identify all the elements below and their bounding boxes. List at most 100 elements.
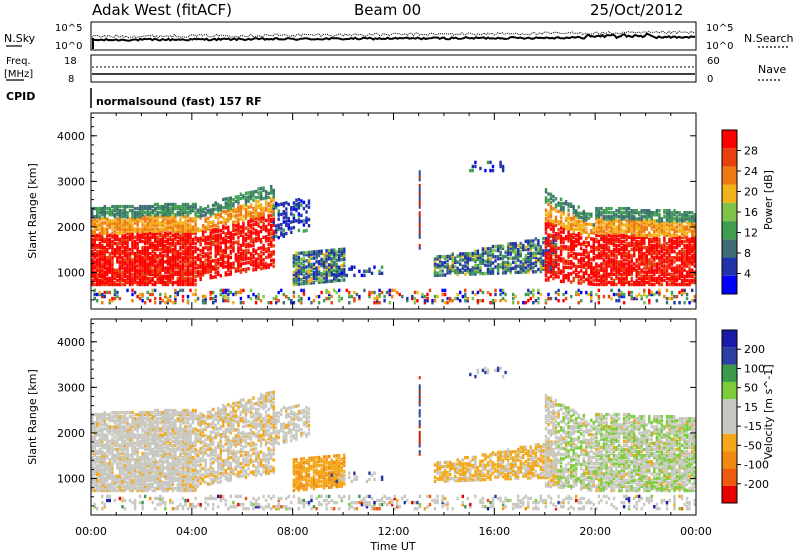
echo-cell [217, 243, 220, 248]
echo-cell [179, 247, 182, 252]
echo-cell [98, 266, 101, 270]
echo-cell [330, 263, 333, 267]
echo-cell [547, 212, 550, 217]
echo-cell [693, 278, 696, 283]
echo-cell [597, 272, 601, 276]
echo-cell [456, 268, 459, 273]
echo-cell [146, 258, 149, 262]
echo-cell [111, 276, 114, 281]
echo-cell [630, 209, 633, 213]
echo-cell [101, 278, 104, 283]
echo-cell [166, 239, 169, 244]
echo-cell [207, 262, 210, 266]
echo-cell [302, 275, 306, 280]
echo-cell [264, 202, 268, 206]
echo-cell [635, 243, 638, 248]
echo-cell [582, 228, 585, 232]
echo-cell [184, 206, 187, 211]
echo-cell [239, 252, 243, 256]
echo-cell [570, 262, 573, 266]
echo-cell [612, 211, 616, 215]
echo-cell [456, 270, 459, 275]
echo-cell [96, 258, 99, 262]
echo-cell [121, 256, 124, 260]
echo-cell [527, 292, 530, 297]
echo-cell [259, 266, 263, 271]
echo-cell [186, 294, 190, 299]
echo-cell [590, 261, 593, 266]
echo-cell [617, 247, 621, 252]
echo-cell [542, 265, 545, 269]
echo-cell [189, 260, 192, 264]
echo-cell [232, 210, 235, 214]
echo-cell [610, 270, 613, 274]
echo-cell [179, 237, 182, 242]
echo-cell [186, 260, 190, 264]
echo-cell [186, 301, 190, 305]
echo-cell [653, 258, 656, 262]
echo-cell [459, 252, 462, 256]
echo-cell [224, 197, 227, 201]
echo-cell [249, 219, 253, 223]
echo-cell [239, 245, 243, 250]
echo-cell [138, 262, 142, 266]
echo-cell [474, 253, 477, 258]
echo-cell [133, 280, 137, 285]
echo-cell [572, 204, 575, 209]
echo-cell [496, 267, 500, 271]
echo-cell [116, 243, 119, 248]
echo-cell [564, 224, 568, 229]
echo-cell [648, 276, 651, 281]
echo-cell [517, 248, 520, 252]
echo-cell [625, 276, 628, 281]
echo-cell [509, 266, 512, 271]
echo-cell [322, 263, 326, 268]
echo-cell [675, 237, 679, 242]
echo-cell [675, 294, 679, 299]
echo-cell [264, 263, 268, 268]
echo-cell [179, 254, 182, 258]
echo-cell [126, 215, 129, 219]
echo-cell [156, 256, 159, 260]
echo-cell [191, 266, 195, 270]
echo-cell [544, 212, 548, 216]
echo-cell [111, 258, 114, 262]
echo-cell [207, 270, 210, 274]
echo-cell [653, 276, 656, 281]
echo-cell [179, 223, 182, 227]
echo-cell [680, 229, 684, 233]
echo-cell [650, 252, 653, 256]
echo-cell [471, 168, 474, 173]
echo-cell [194, 223, 197, 227]
echo-cell [481, 259, 485, 263]
echo-cell [297, 255, 301, 260]
echo-cell [577, 281, 580, 285]
echo-cell [691, 254, 694, 258]
echo-cell [259, 299, 263, 303]
echo-cell [625, 219, 628, 223]
echo-cell [471, 266, 474, 270]
echo-cell [635, 296, 638, 301]
echo-cell [111, 280, 114, 285]
echo-cell [277, 217, 280, 221]
echo-cell [232, 214, 235, 218]
echo-cell [151, 292, 154, 297]
echo-cell [602, 211, 606, 215]
echo-cell [106, 223, 109, 227]
echo-cell [338, 250, 341, 254]
echo-cell [688, 217, 691, 221]
echo-cell [171, 256, 175, 260]
echo-cell [691, 221, 694, 225]
echo-cell [254, 228, 258, 233]
echo-cell [456, 272, 459, 277]
echo-cell [217, 233, 220, 237]
echo-cell [171, 204, 175, 209]
echo-cell [138, 213, 142, 217]
echo-cell [582, 224, 585, 228]
echo-cell [106, 206, 109, 211]
echo-cell [519, 250, 522, 254]
echo-cell [640, 282, 643, 287]
echo-cell [214, 236, 217, 240]
echo-cell [600, 252, 603, 256]
echo-cell [249, 215, 253, 219]
